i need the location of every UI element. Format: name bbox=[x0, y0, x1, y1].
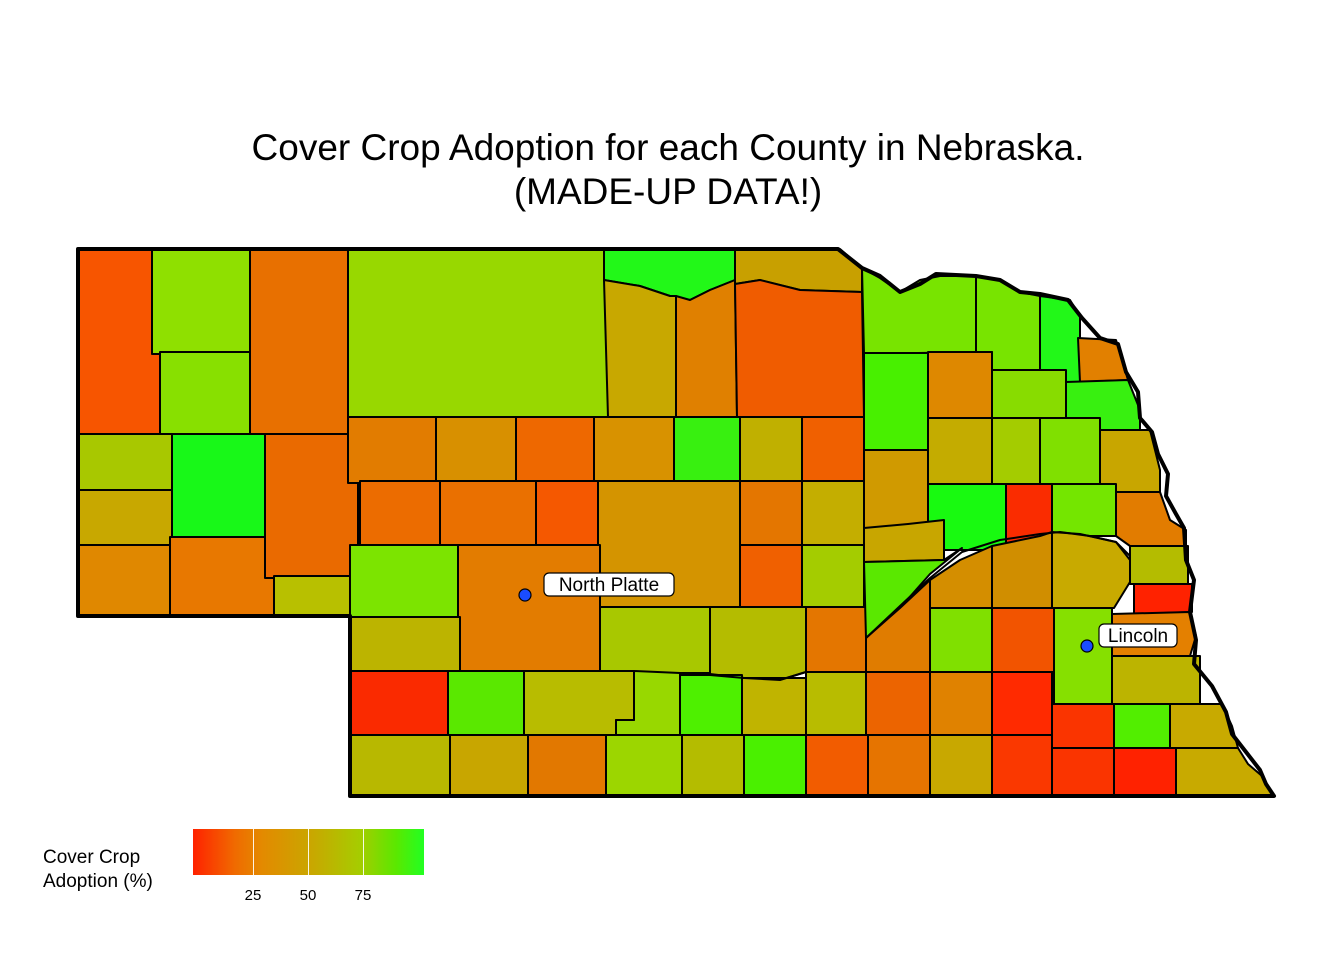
legend-title-line-1: Cover Crop bbox=[43, 847, 141, 868]
county bbox=[593, 416, 675, 484]
county bbox=[675, 279, 738, 418]
city-north-platte: North Platte bbox=[518, 572, 675, 602]
city-label-box bbox=[1098, 623, 1178, 648]
county bbox=[1133, 583, 1193, 615]
county bbox=[929, 607, 993, 673]
county bbox=[1051, 703, 1115, 749]
county bbox=[171, 433, 269, 539]
legend-tick-label-25: 25 bbox=[244, 887, 262, 904]
republican-river-boundary bbox=[616, 671, 807, 721]
county bbox=[359, 480, 441, 548]
county bbox=[447, 670, 525, 736]
legend-tick-label-75: 75 bbox=[354, 887, 372, 904]
county bbox=[347, 416, 437, 484]
county bbox=[599, 606, 711, 674]
county bbox=[739, 544, 803, 610]
county bbox=[439, 480, 537, 548]
platte-river-boundary bbox=[865, 531, 1131, 639]
county bbox=[805, 734, 869, 797]
county bbox=[709, 606, 807, 681]
county bbox=[929, 671, 993, 736]
state-outline bbox=[76, 247, 1276, 798]
county bbox=[801, 416, 865, 484]
county bbox=[867, 734, 931, 797]
county bbox=[1053, 607, 1113, 705]
city-lincoln: Lincoln bbox=[1080, 623, 1178, 653]
county bbox=[1113, 747, 1177, 797]
county bbox=[159, 351, 255, 437]
legend-tick-label-50: 50 bbox=[299, 887, 317, 904]
county bbox=[605, 734, 683, 797]
county bbox=[863, 449, 929, 531]
county bbox=[457, 544, 601, 672]
county bbox=[349, 734, 451, 797]
county bbox=[169, 536, 275, 617]
county bbox=[734, 279, 865, 418]
county bbox=[515, 416, 595, 484]
county bbox=[805, 671, 867, 736]
county bbox=[991, 417, 1041, 485]
county bbox=[929, 734, 993, 797]
title-line-2: (MADE-UP DATA!) bbox=[513, 171, 823, 212]
county bbox=[1051, 483, 1117, 537]
county bbox=[739, 480, 803, 548]
county bbox=[264, 433, 359, 579]
city-label-lincoln: Lincoln bbox=[1108, 626, 1168, 647]
county bbox=[527, 734, 607, 797]
county bbox=[741, 677, 807, 736]
county bbox=[273, 575, 351, 617]
county bbox=[151, 248, 251, 355]
county bbox=[603, 279, 677, 418]
county bbox=[249, 248, 351, 436]
county bbox=[449, 734, 529, 797]
county bbox=[1113, 703, 1171, 749]
city-marker bbox=[1080, 639, 1094, 653]
county bbox=[743, 734, 807, 797]
legend-tick bbox=[253, 829, 254, 875]
legend-title-line-2: Adoption (%) bbox=[43, 871, 153, 892]
county bbox=[927, 417, 993, 485]
county bbox=[863, 519, 945, 563]
county bbox=[435, 416, 517, 484]
county bbox=[77, 489, 173, 549]
county bbox=[1039, 417, 1101, 485]
map-title: Cover Crop Adoption for each County in N… bbox=[0, 126, 1336, 214]
city-label-north-platte: North Platte bbox=[559, 575, 659, 596]
county bbox=[679, 674, 743, 736]
county bbox=[861, 267, 977, 355]
county bbox=[805, 606, 867, 673]
county bbox=[991, 531, 1053, 609]
county bbox=[349, 544, 459, 618]
county bbox=[863, 352, 929, 451]
county bbox=[927, 351, 993, 419]
county bbox=[739, 416, 803, 484]
legend-tick bbox=[363, 829, 364, 875]
county bbox=[347, 248, 609, 418]
county bbox=[1111, 655, 1201, 705]
county bbox=[349, 670, 449, 736]
county bbox=[1099, 429, 1161, 493]
legend-title: Cover Crop Adoption (%) bbox=[43, 846, 153, 894]
county bbox=[535, 480, 599, 548]
county bbox=[865, 671, 931, 736]
county bbox=[1115, 491, 1187, 547]
county bbox=[991, 671, 1053, 736]
legend-tick bbox=[308, 829, 309, 875]
city-marker bbox=[518, 588, 532, 602]
county bbox=[991, 607, 1055, 673]
county bbox=[673, 416, 741, 484]
county bbox=[77, 433, 173, 493]
county bbox=[991, 369, 1067, 419]
county bbox=[801, 480, 865, 548]
county bbox=[349, 616, 461, 672]
county bbox=[801, 544, 865, 610]
county bbox=[1129, 545, 1189, 585]
county bbox=[681, 734, 745, 797]
title-line-1: Cover Crop Adoption for each County in N… bbox=[251, 127, 1085, 168]
county bbox=[991, 734, 1053, 797]
county bbox=[77, 544, 173, 617]
city-label-box bbox=[543, 572, 675, 597]
